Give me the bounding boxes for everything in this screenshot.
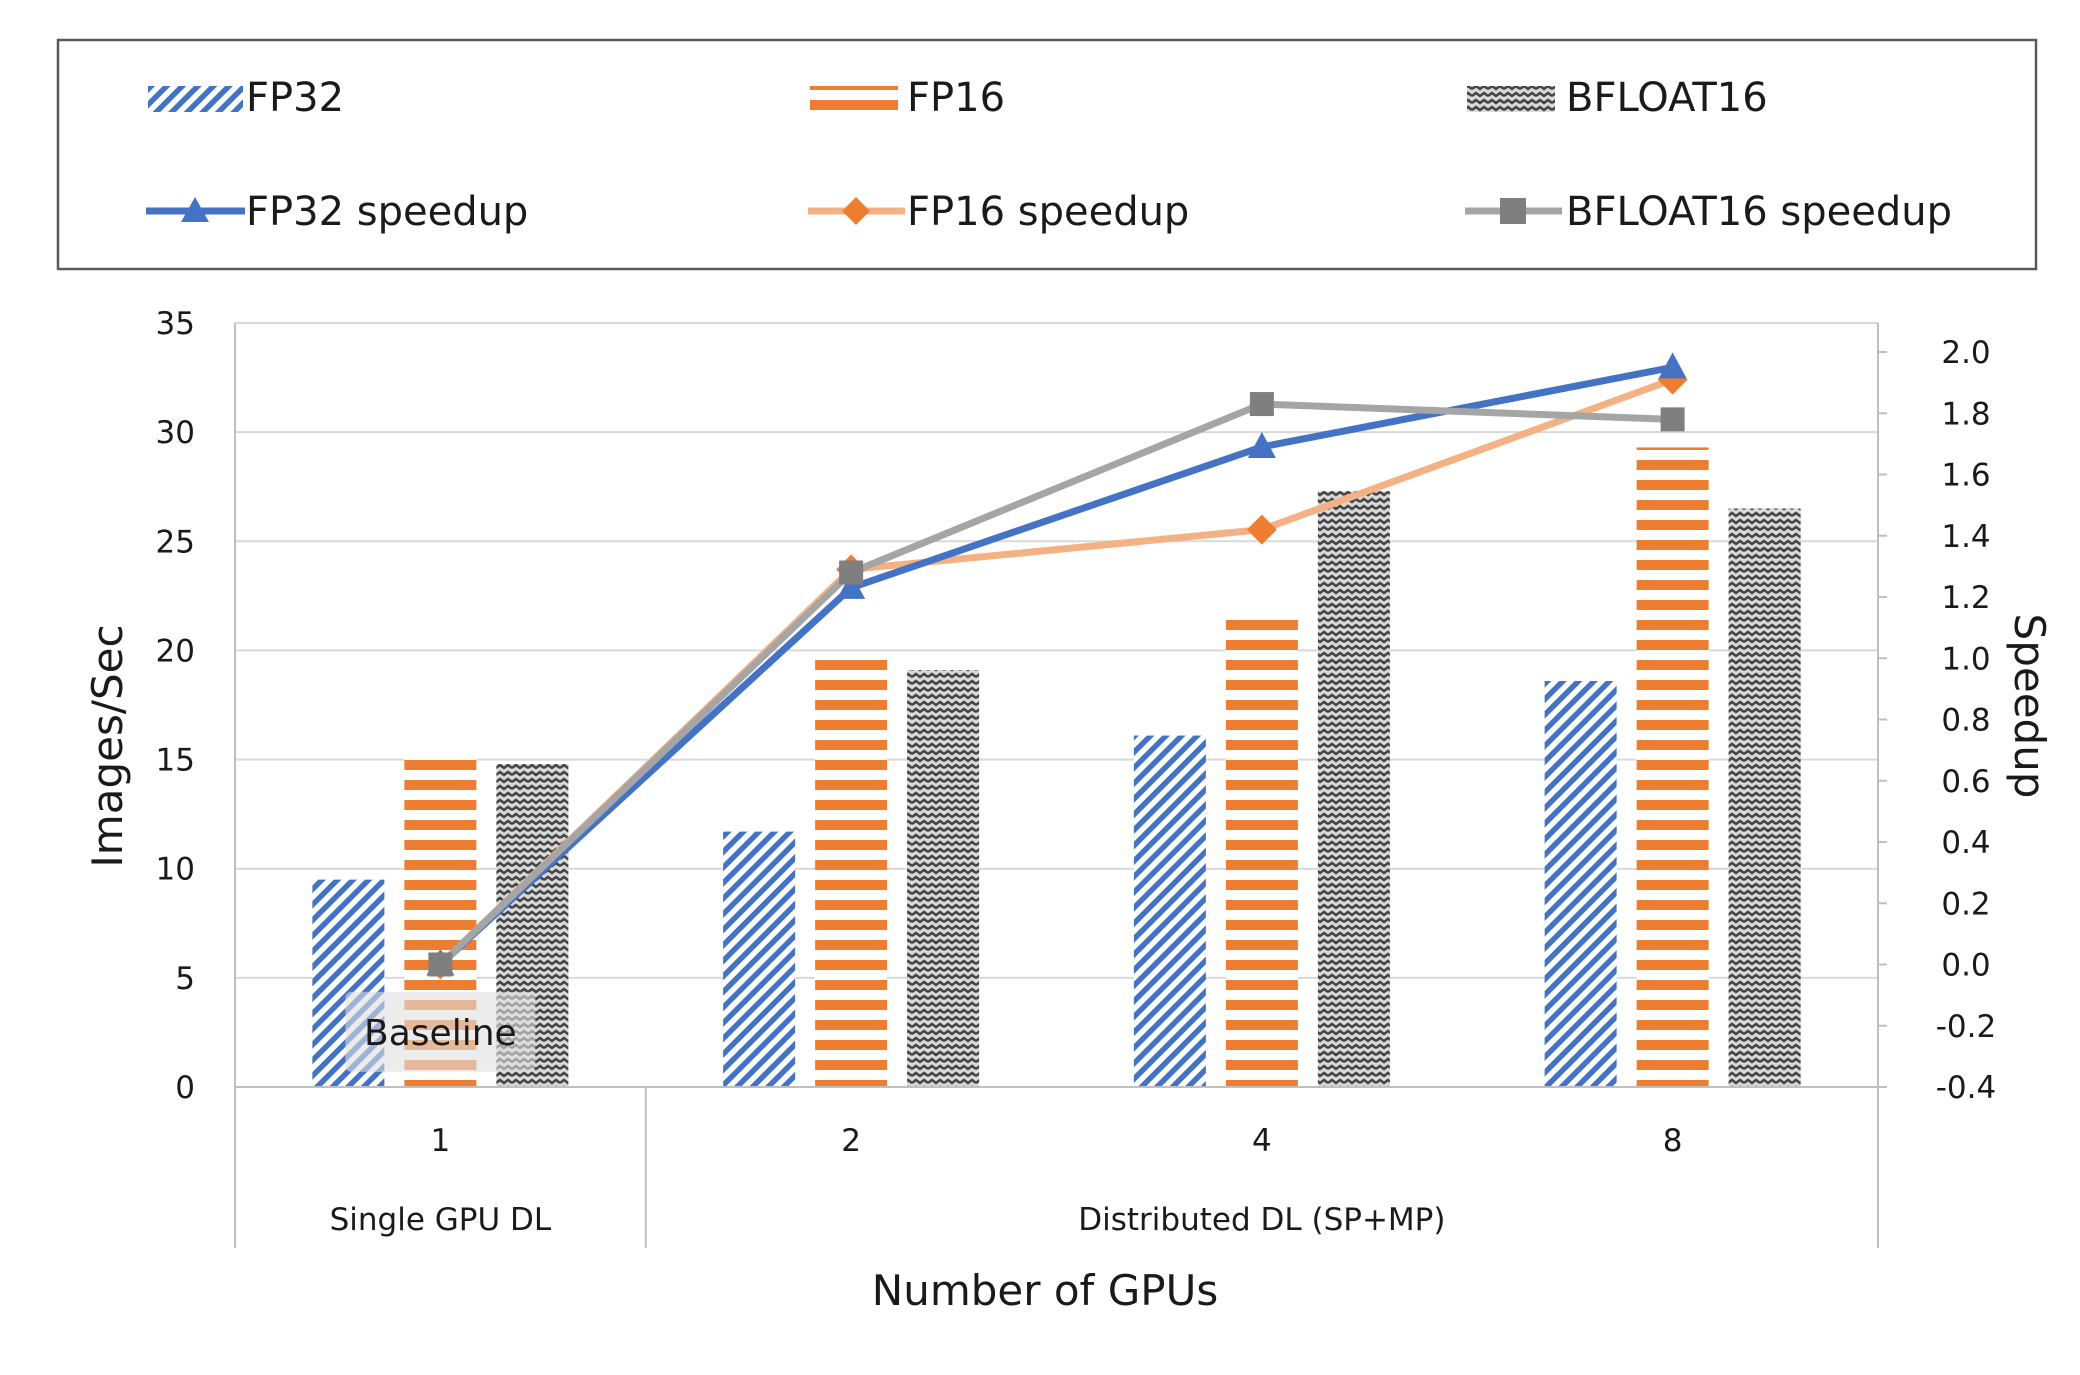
baseline-label: Baseline <box>364 1013 517 1054</box>
legend-marker-square <box>1500 198 1526 224</box>
y-tick-label: 15 <box>156 743 195 779</box>
y-tick-label: 35 <box>156 306 195 342</box>
x-tick-label: 2 <box>841 1123 861 1159</box>
legend-label-fp32-speedup: FP32 speedup <box>246 189 528 235</box>
bar-fp32-2 <box>723 831 796 1087</box>
bar-bfloat16-2 <box>907 670 980 1087</box>
y-tick-label: 0 <box>175 1070 195 1106</box>
line-fp16-speedup <box>437 376 1674 968</box>
y-tick-label: 25 <box>156 524 195 560</box>
legend-label-fp16: FP16 <box>907 75 1005 121</box>
axis-labels: 0 5 10 15 20 25 30 35 -0.4 -0.2 0.0 0.2 0.4 0.6 0.8 1.0… <box>156 306 1997 1238</box>
x-axis-title: Number of GPUs <box>872 1266 1218 1315</box>
y2-tick-label: 0.0 <box>1941 948 1990 984</box>
marker-bfloat16-speedup-4 <box>1249 392 1274 417</box>
bar-bfloat16-4 <box>1317 491 1390 1088</box>
y-tick-label: 30 <box>156 415 195 451</box>
x-tick-label: 8 <box>1663 1123 1683 1159</box>
marker-bfloat16-speedup-2 <box>839 560 864 585</box>
y2-tick-label: 1.6 <box>1941 458 1990 494</box>
bar-fp32-4 <box>1133 735 1206 1087</box>
marker-fp32-speedup-4 <box>1247 431 1276 458</box>
x-tick-label: 1 <box>431 1123 451 1159</box>
legend-label-fp32: FP32 <box>246 75 344 121</box>
bar-fp32-8 <box>1544 680 1617 1087</box>
y2-tick-label: 0.6 <box>1941 764 1990 800</box>
bars <box>312 447 1801 1088</box>
legend-swatch-fp16 <box>810 86 898 112</box>
annotations: Baseline <box>345 991 536 1072</box>
legend-marker-diamond <box>842 197 870 225</box>
y2-tick-label: 1.4 <box>1941 519 1990 555</box>
speedup-lines <box>425 352 1688 980</box>
x-tick-label: 4 <box>1252 1123 1272 1159</box>
y2-tick-label: 0.2 <box>1941 886 1990 922</box>
category-group-label: Single GPU DL <box>330 1202 552 1238</box>
legend-swatch-bfloat16 <box>1467 86 1555 112</box>
line-bfloat16-speedup <box>437 400 1673 968</box>
y-tick-label: 10 <box>156 852 195 888</box>
bar-fp16-8 <box>1636 447 1709 1087</box>
marker-fp32-speedup-2 <box>837 572 866 599</box>
y2-tick-label: 2.0 <box>1941 335 1990 371</box>
legend-swatch-fp32 <box>148 86 243 112</box>
y-axis-title: Images/Sec <box>83 624 132 867</box>
bar-bfloat16-8 <box>1728 508 1801 1087</box>
y-tick-label: 20 <box>156 633 195 669</box>
marker-fp32-speedup-8 <box>1658 352 1687 379</box>
y2-axis-title: Speedup <box>2005 614 2054 799</box>
y2-tick-label: 0.4 <box>1941 825 1990 861</box>
category-group-label: Distributed DL (SP+MP) <box>1078 1202 1445 1238</box>
axes-frame <box>234 323 1887 1248</box>
marker-bfloat16-speedup-1 <box>428 952 453 977</box>
bar-fp16-4 <box>1225 611 1298 1087</box>
bar-fp16-2 <box>815 654 888 1087</box>
legend-label-bfloat16-speedup: BFLOAT16 speedup <box>1566 189 1952 235</box>
y2-tick-label: 0.8 <box>1941 703 1990 739</box>
legend-marker-triangle <box>181 197 209 222</box>
legend: FP32 FP16 BFLOAT16 FP32 speedup FP16 spe… <box>56 38 2038 271</box>
marker-fp16-speedup-4 <box>1246 514 1277 545</box>
legend-box <box>56 38 2038 271</box>
line-fp32-speedup <box>438 363 1674 968</box>
baseline-label-box <box>345 991 536 1072</box>
legend-label-bfloat16: BFLOAT16 <box>1566 75 1768 121</box>
y-tick-label: 5 <box>175 961 195 997</box>
marker-bfloat16-speedup-8 <box>1660 407 1685 432</box>
y2-tick-label: -0.4 <box>1936 1070 1997 1106</box>
y2-tick-label: 1.0 <box>1941 641 1990 677</box>
y2-tick-label: 1.8 <box>1941 396 1990 432</box>
y2-tick-label: 1.2 <box>1941 580 1990 616</box>
y2-tick-label: -0.2 <box>1936 1009 1997 1045</box>
legend-label-fp16-speedup: FP16 speedup <box>907 189 1189 235</box>
